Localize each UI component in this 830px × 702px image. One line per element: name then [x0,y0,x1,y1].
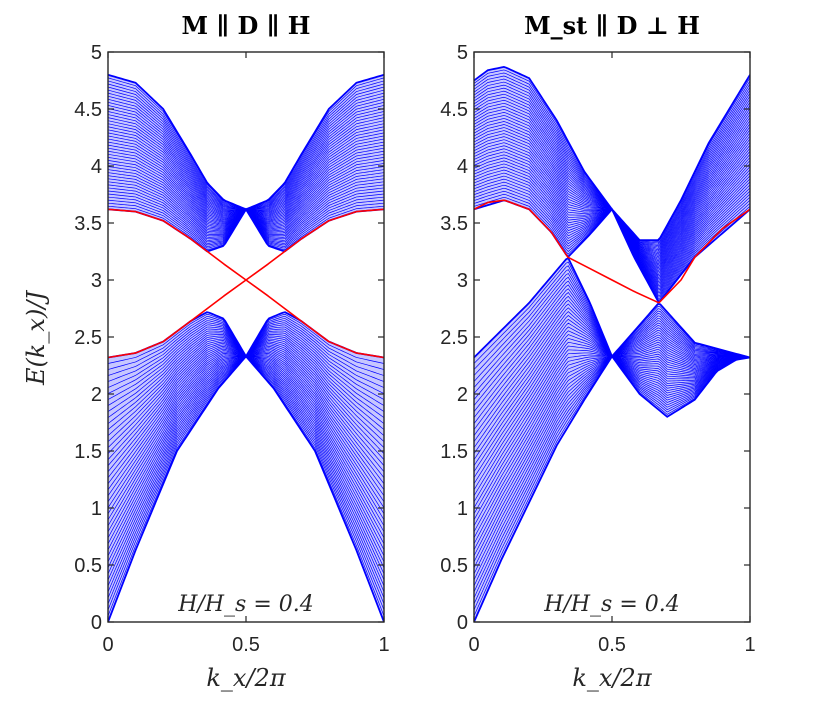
left-ytick-label-5: 2.5 [74,327,102,349]
right-band-1-curve-44 [474,256,750,359]
right-ytick-label-6: 3 [457,270,468,292]
left-y-axis-label: E(k_x)/J [22,290,50,386]
right-edge-state-0 [474,199,660,304]
left-ytick-label-8: 4 [91,156,102,178]
left-ytick-label-1: 0.5 [74,555,102,577]
right-x-axis-label: k_x/2π [572,664,652,692]
right-ytick-label-9: 4.5 [440,99,468,121]
left-plot-content [108,73,384,622]
left-edge-state-1 [108,208,384,359]
left-xtick-label-1: 0.5 [232,634,260,656]
right-ytick-label-0: 0 [457,612,468,634]
right-edge-state-1 [658,208,750,304]
left-band-1-fill [108,312,384,622]
right-ytick-label-5: 2.5 [440,327,468,349]
right-plot-area: 0 0.5 1 1.5 2 2.5 3 3.5 4 4.5 5 0 0.5 1 [440,42,755,656]
right-plot-content [474,65,750,622]
left-ytick-label-7: 3.5 [74,213,102,235]
left-ytick-label-9: 4.5 [74,99,102,121]
right-ytick-label-10: 5 [457,42,468,64]
left-band-0-curve-44 [108,73,384,211]
left-ytick-label-2: 1 [91,498,102,520]
right-xtick-label-2: 1 [744,634,755,656]
left-ytick-label-6: 3 [91,270,102,292]
left-ytick-label-4: 2 [91,384,102,406]
right-panel: M_st ∥ D ⊥ H 00.511.522.533.544.550 0.5 1 … [440,11,755,692]
left-x-axis-label: k_x/2π [206,664,286,692]
right-band-1-fill [474,258,750,622]
left-ytick-label-3: 1.5 [74,441,102,463]
left-xtick-label-2: 1 [378,634,389,656]
right-ytick-label-3: 1.5 [440,441,468,463]
right-xtick-label-1: 0.5 [598,634,626,656]
left-plot-area: 0 0.5 1 1.5 2 2.5 3 3.5 4 4.5 5 0 0.5 1 [74,42,389,656]
right-ytick-label-1: 0.5 [440,555,468,577]
left-ytick-label-0: 0 [91,612,102,634]
left-edge-state-0 [108,208,384,359]
left-panel: M ∥ D ∥ H 0 0.5 1 1.5 2 2.5 3 3.5 4 4.5 5 0 0.5 1 H/H… [22,11,390,692]
left-ytick-label-10: 5 [91,42,102,64]
right-panel-annotation: H/H_s = 0.4 [543,592,679,617]
right-ytick-label-7: 3.5 [440,213,468,235]
right-xtick-label-0: 0 [468,634,479,656]
right-panel-title: M_st ∥ D ⊥ H [524,11,700,40]
right-ytick-label-2: 1 [457,498,468,520]
left-band-0-fill [108,74,384,252]
left-xtick-label-0: 0 [102,634,113,656]
right-ytick-label-4: 2 [457,384,468,406]
right-band-0-curve-44 [474,65,750,241]
left-panel-annotation: H/H_s = 0.4 [177,592,313,617]
left-panel-title: M ∥ D ∥ H [182,11,311,40]
right-ytick-label-8: 4 [457,156,468,178]
